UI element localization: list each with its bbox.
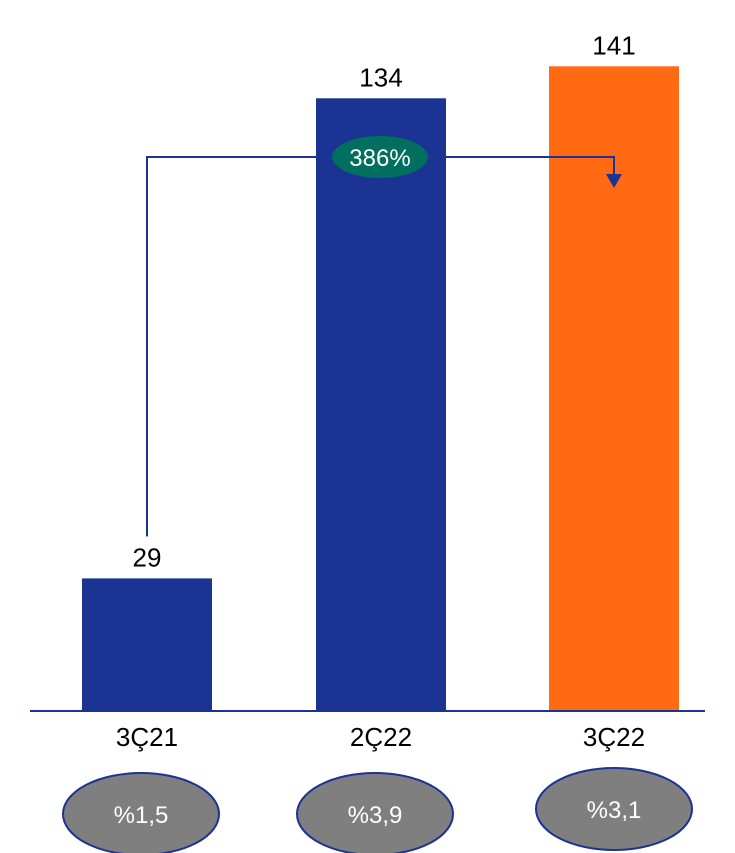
ratio-oval bbox=[62, 772, 220, 853]
category-label: 3Ç22 bbox=[583, 722, 645, 752]
growth-badge bbox=[330, 134, 430, 180]
bar-value-label: 29 bbox=[133, 542, 162, 572]
category-label: 3Ç21 bbox=[116, 722, 178, 752]
category-label: 2Ç22 bbox=[350, 722, 412, 752]
bars-layer: 29 134 141 bbox=[82, 30, 679, 711]
category-labels: 3Ç21 2Ç22 3Ç22 bbox=[116, 722, 645, 752]
ratio-oval bbox=[296, 772, 454, 853]
ratio-label: %1,5 bbox=[114, 802, 169, 829]
bar-1 bbox=[82, 578, 212, 711]
growth-arrowhead bbox=[606, 174, 622, 188]
growth-connector: 386% bbox=[146, 134, 622, 537]
ratio-oval bbox=[535, 767, 693, 851]
growth-label: 386% bbox=[349, 145, 410, 172]
ratio-label: %3,1 bbox=[587, 797, 642, 824]
bar-value-label: 134 bbox=[359, 62, 402, 92]
ratio-ovals: %1,5 %3,9 %3,1 bbox=[62, 767, 693, 853]
bar-2 bbox=[316, 98, 446, 711]
ratio-label: %3,9 bbox=[348, 802, 403, 829]
bar-value-label: 141 bbox=[592, 30, 635, 60]
